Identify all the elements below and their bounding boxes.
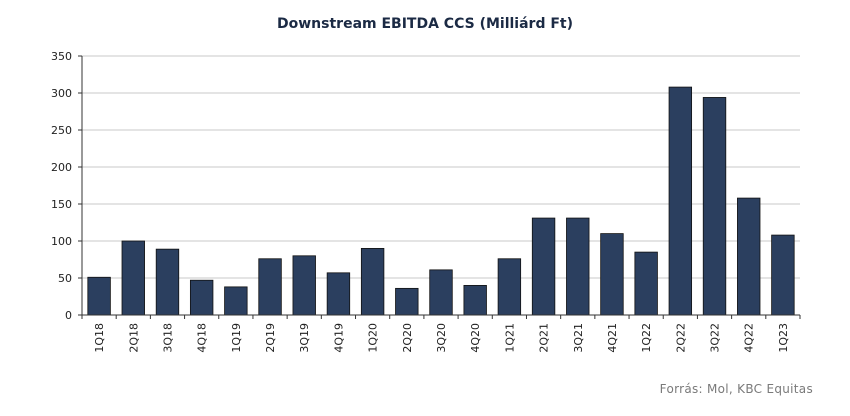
bar [737, 197, 761, 316]
y-axis: 0 50 100 150 200 250 300 350 [51, 50, 83, 322]
x-tick-label: 3Q19 [298, 323, 311, 353]
x-tick-label: 3Q21 [572, 323, 585, 353]
x-tick-label: 1Q18 [93, 323, 106, 353]
x-tick-label: 1Q22 [640, 323, 653, 353]
bar [566, 217, 590, 316]
x-tick-label: 2Q22 [674, 323, 687, 353]
y-tick-label: 200 [51, 161, 72, 174]
y-tick-label: 350 [51, 50, 72, 63]
bar [600, 233, 624, 316]
bar [360, 247, 385, 316]
bar [155, 248, 180, 316]
bar [258, 258, 282, 316]
source-note: Forrás: Mol, KBC Equitas [659, 382, 813, 396]
bar [121, 240, 145, 316]
x-tick-label: 2Q20 [401, 323, 414, 353]
gridlines [82, 55, 800, 279]
x-tick-label: 2Q21 [538, 323, 551, 353]
y-tick-label: 150 [51, 198, 72, 211]
y-tick-label: 100 [51, 235, 72, 248]
x-axis: 1Q18 2Q18 3Q18 4Q18 1Q19 2Q19 3Q19 4Q19 1Q20 2Q20… [81, 314, 801, 353]
chart-title: Downstream EBITDA CCS (Milliárd Ft) [277, 16, 573, 32]
x-tick-label: 1Q23 [777, 323, 790, 353]
bar [702, 97, 727, 316]
bar [189, 279, 214, 316]
x-tick-label: 4Q21 [606, 323, 619, 353]
bars [87, 86, 795, 316]
y-tick-label: 300 [51, 87, 72, 100]
x-tick-label: 1Q20 [367, 323, 380, 353]
bar [634, 251, 658, 316]
x-tick-label: 1Q21 [503, 323, 516, 353]
bar [429, 269, 453, 316]
x-tick-label: 2Q18 [127, 323, 140, 353]
x-tick-label: 3Q20 [435, 323, 448, 353]
bar [87, 276, 111, 316]
y-tick-label: 0 [65, 309, 72, 322]
x-tick-label: 1Q19 [230, 323, 243, 353]
x-tick-label: 4Q20 [469, 323, 482, 353]
x-tick-label: 4Q22 [743, 323, 756, 353]
y-tick-label: 50 [58, 272, 72, 285]
bar [668, 86, 693, 316]
x-tick-label: 4Q19 [332, 323, 345, 353]
x-tick-label: 2Q19 [264, 323, 277, 353]
bar [326, 272, 351, 316]
x-tick-label: 4Q18 [196, 323, 209, 353]
x-tick-label: 3Q22 [709, 323, 722, 353]
bar [292, 255, 316, 316]
bar [395, 287, 419, 316]
bar [224, 286, 248, 316]
bar [531, 217, 556, 316]
bar [497, 258, 522, 316]
bar [463, 284, 487, 316]
bar [771, 234, 795, 316]
y-tick-label: 250 [51, 124, 72, 137]
x-tick-label: 3Q18 [161, 323, 174, 353]
